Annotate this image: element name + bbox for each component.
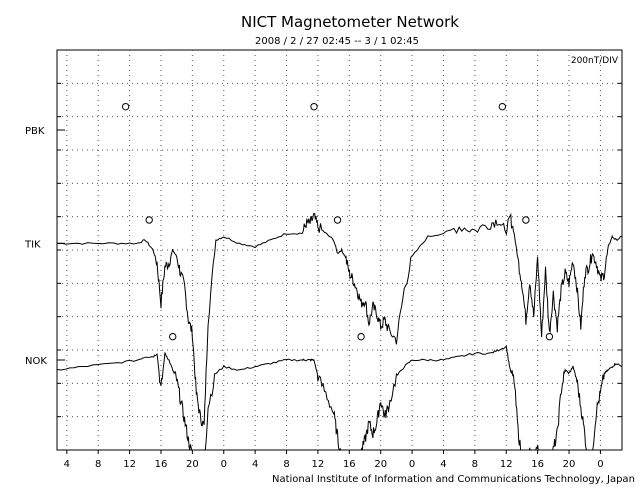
midnight-marker — [357, 332, 365, 341]
x-tick-label: 0 — [409, 459, 415, 470]
series-line-nok — [56, 345, 623, 451]
scale-label: 200nT/DIV — [571, 56, 619, 66]
x-axis-tick-labels: 4 8 12 16 20 0 4 8 12 16 20 0 4 8 12 16 20 0 — [64, 459, 604, 470]
series-line-tik — [56, 212, 623, 427]
x-tick-label: 12 — [123, 459, 136, 470]
chart-title: NICT Magnetometer Network — [241, 13, 459, 31]
midnight-markers — [121, 102, 554, 341]
x-tick-label: 4 — [252, 459, 258, 470]
chart-subtitle: 2008 / 2 / 27 02:45 -- 3 / 1 02:45 — [255, 36, 419, 47]
midnight-marker — [169, 332, 177, 341]
midnight-marker — [545, 332, 554, 341]
x-tick-label: 16 — [155, 459, 168, 470]
x-tick-label: 0 — [597, 459, 603, 470]
midnight-marker — [121, 102, 130, 111]
series-lines — [56, 212, 623, 451]
midnight-marker — [522, 216, 530, 224]
x-tick-label: 20 — [374, 459, 387, 470]
x-axis-ticks — [66, 450, 601, 454]
x-tick-label: 4 — [440, 459, 446, 470]
x-tick-label: 4 — [64, 459, 70, 470]
x-tick-label: 16 — [343, 459, 356, 470]
x-tick-label: 0 — [221, 459, 227, 470]
midnight-marker — [145, 216, 153, 224]
station-labels: PBK TIK NOK — [24, 126, 65, 367]
midnight-marker — [310, 102, 318, 111]
x-tick-label: 12 — [500, 459, 513, 470]
footer-credit: National Institute of Information and Co… — [272, 474, 635, 485]
station-label-tik: TIK — [24, 239, 41, 250]
x-tick-label: 8 — [283, 459, 289, 470]
x-tick-label: 12 — [312, 459, 325, 470]
grid-lines — [57, 50, 622, 450]
station-label-pbk: PBK — [25, 126, 45, 137]
station-label-nok: NOK — [25, 356, 47, 367]
y-axis-ticks — [57, 82, 622, 418]
x-tick-label: 8 — [472, 459, 478, 470]
x-tick-label: 8 — [95, 459, 101, 470]
plot-area — [56, 49, 623, 451]
midnight-marker — [333, 216, 342, 224]
midnight-marker — [498, 102, 507, 111]
x-tick-label: 20 — [563, 459, 576, 470]
x-tick-label: 20 — [186, 459, 199, 470]
x-tick-label: 16 — [531, 459, 544, 470]
